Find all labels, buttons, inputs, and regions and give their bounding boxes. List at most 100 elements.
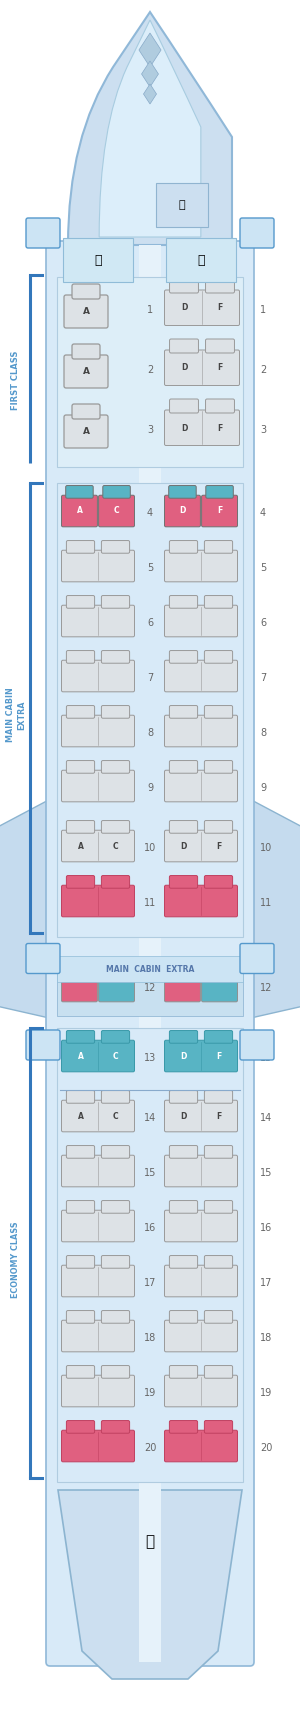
Text: A: A	[78, 841, 83, 850]
FancyBboxPatch shape	[66, 1090, 94, 1104]
PathPatch shape	[99, 21, 201, 237]
FancyBboxPatch shape	[204, 651, 232, 663]
FancyBboxPatch shape	[204, 1310, 232, 1324]
FancyBboxPatch shape	[101, 1030, 130, 1044]
Text: 14: 14	[144, 1113, 156, 1123]
FancyBboxPatch shape	[26, 944, 60, 974]
FancyBboxPatch shape	[101, 876, 130, 888]
FancyBboxPatch shape	[66, 1255, 94, 1269]
Text: F: F	[216, 841, 221, 850]
Text: 10: 10	[144, 843, 156, 853]
FancyBboxPatch shape	[166, 239, 236, 282]
Text: 1: 1	[147, 306, 153, 314]
FancyBboxPatch shape	[169, 960, 196, 974]
FancyBboxPatch shape	[101, 651, 130, 663]
FancyBboxPatch shape	[103, 960, 130, 974]
FancyBboxPatch shape	[101, 541, 130, 553]
FancyBboxPatch shape	[206, 398, 235, 414]
FancyBboxPatch shape	[156, 184, 208, 227]
FancyBboxPatch shape	[204, 1030, 232, 1044]
Text: 2: 2	[147, 366, 153, 374]
FancyBboxPatch shape	[61, 1265, 134, 1296]
FancyBboxPatch shape	[61, 1156, 134, 1186]
Text: F: F	[216, 1053, 221, 1061]
Text: 8: 8	[147, 728, 153, 738]
Text: D: D	[181, 364, 187, 373]
FancyBboxPatch shape	[240, 1030, 274, 1059]
Text: 20: 20	[260, 1442, 272, 1453]
FancyBboxPatch shape	[66, 1365, 94, 1379]
FancyBboxPatch shape	[66, 1200, 94, 1214]
FancyBboxPatch shape	[61, 604, 134, 637]
FancyBboxPatch shape	[101, 1200, 130, 1214]
FancyBboxPatch shape	[72, 343, 100, 359]
FancyBboxPatch shape	[204, 596, 232, 608]
FancyBboxPatch shape	[169, 706, 198, 718]
Text: D: D	[181, 304, 187, 312]
FancyBboxPatch shape	[169, 1030, 198, 1044]
FancyBboxPatch shape	[64, 416, 108, 448]
Polygon shape	[58, 1490, 242, 1679]
Text: 13: 13	[144, 1053, 156, 1063]
FancyBboxPatch shape	[164, 716, 238, 747]
FancyBboxPatch shape	[101, 1420, 130, 1434]
FancyBboxPatch shape	[101, 1090, 130, 1104]
FancyBboxPatch shape	[164, 831, 238, 862]
Text: 7: 7	[147, 673, 153, 683]
Text: F: F	[218, 364, 223, 373]
FancyBboxPatch shape	[204, 1200, 232, 1214]
Text: D: D	[180, 841, 187, 850]
FancyBboxPatch shape	[169, 761, 198, 773]
FancyBboxPatch shape	[204, 1365, 232, 1379]
FancyBboxPatch shape	[164, 290, 239, 326]
Text: 🥤: 🥤	[197, 254, 205, 266]
Polygon shape	[142, 62, 158, 88]
Text: 19: 19	[260, 1387, 272, 1398]
FancyBboxPatch shape	[164, 661, 238, 692]
Text: 15: 15	[260, 1168, 272, 1178]
Text: 20: 20	[144, 1442, 156, 1453]
FancyBboxPatch shape	[169, 1310, 198, 1324]
FancyBboxPatch shape	[169, 486, 196, 498]
Polygon shape	[0, 795, 58, 1020]
Text: 6: 6	[147, 618, 153, 628]
FancyBboxPatch shape	[101, 821, 130, 833]
Text: C: C	[113, 1053, 118, 1061]
FancyBboxPatch shape	[103, 486, 130, 498]
FancyBboxPatch shape	[164, 1101, 238, 1132]
FancyBboxPatch shape	[57, 958, 243, 1016]
Text: D: D	[181, 424, 187, 433]
FancyBboxPatch shape	[169, 338, 199, 354]
FancyBboxPatch shape	[204, 876, 232, 888]
FancyBboxPatch shape	[204, 706, 232, 718]
Text: F: F	[216, 1111, 221, 1121]
Text: 19: 19	[144, 1387, 156, 1398]
FancyBboxPatch shape	[61, 494, 98, 527]
FancyBboxPatch shape	[66, 960, 93, 974]
FancyBboxPatch shape	[164, 1265, 238, 1296]
FancyBboxPatch shape	[169, 821, 198, 833]
Text: 3: 3	[147, 426, 153, 434]
Text: A: A	[78, 1111, 83, 1121]
Text: 11: 11	[260, 898, 272, 908]
Text: A: A	[82, 367, 89, 376]
FancyBboxPatch shape	[61, 661, 134, 692]
FancyBboxPatch shape	[66, 1310, 94, 1324]
Text: 17: 17	[144, 1277, 156, 1288]
FancyBboxPatch shape	[26, 1030, 60, 1059]
FancyBboxPatch shape	[101, 1365, 130, 1379]
FancyBboxPatch shape	[66, 761, 94, 773]
FancyBboxPatch shape	[169, 1200, 198, 1214]
Text: 11: 11	[144, 898, 156, 908]
Text: F: F	[218, 424, 223, 433]
Text: 14: 14	[260, 1113, 272, 1123]
FancyBboxPatch shape	[240, 218, 274, 247]
FancyBboxPatch shape	[204, 1090, 232, 1104]
FancyBboxPatch shape	[240, 944, 274, 974]
FancyBboxPatch shape	[57, 956, 243, 982]
Text: MAIN CABIN
EXTRA: MAIN CABIN EXTRA	[6, 687, 26, 742]
FancyBboxPatch shape	[61, 886, 134, 917]
FancyBboxPatch shape	[64, 355, 108, 388]
FancyBboxPatch shape	[169, 1255, 198, 1269]
Text: C: C	[113, 1111, 118, 1121]
